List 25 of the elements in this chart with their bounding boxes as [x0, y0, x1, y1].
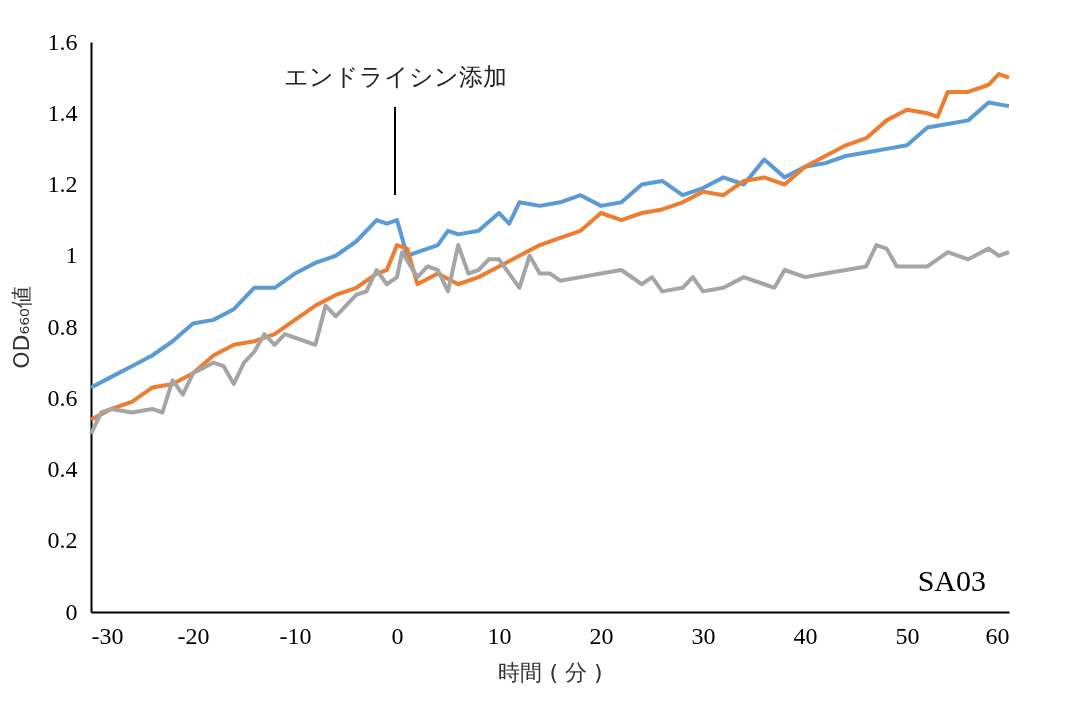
y-tick-label: 1.6 — [47, 28, 78, 55]
x-tick-label: 10 — [487, 622, 512, 649]
annotation: エンドライシン添加 — [283, 63, 507, 91]
y-tick-label: 0.4 — [47, 456, 78, 482]
y-tick-label: 0.6 — [47, 384, 78, 411]
annotation: SA03 — [917, 564, 986, 597]
x-axis-title: 時間 ( 分 ) — [498, 659, 603, 685]
y-tick-label: 0 — [65, 598, 78, 625]
x-tick-label: 50 — [895, 622, 920, 649]
x-tick-label: 0 — [391, 622, 404, 649]
y-tick-label: 1.2 — [47, 171, 78, 197]
y-tick-label: 0.2 — [47, 527, 78, 554]
x-tick-label: 20 — [589, 622, 614, 649]
y-tick-label: 0.8 — [47, 313, 78, 340]
x-tick-label: 40 — [793, 622, 818, 649]
y-tick-label: 1 — [65, 242, 78, 269]
line-series — [89, 100, 1011, 390]
x-tick-label: 60 — [985, 622, 1010, 649]
x-tick-label: -30 — [91, 622, 124, 649]
y-tick-label: 1.4 — [47, 99, 78, 126]
x-tick-label: -20 — [177, 622, 210, 649]
x-tick-label: 30 — [691, 622, 716, 649]
line-series — [89, 243, 1011, 436]
x-tick-label: -10 — [279, 622, 312, 649]
y-axis-title: OD₆₆₀値 — [8, 286, 34, 369]
